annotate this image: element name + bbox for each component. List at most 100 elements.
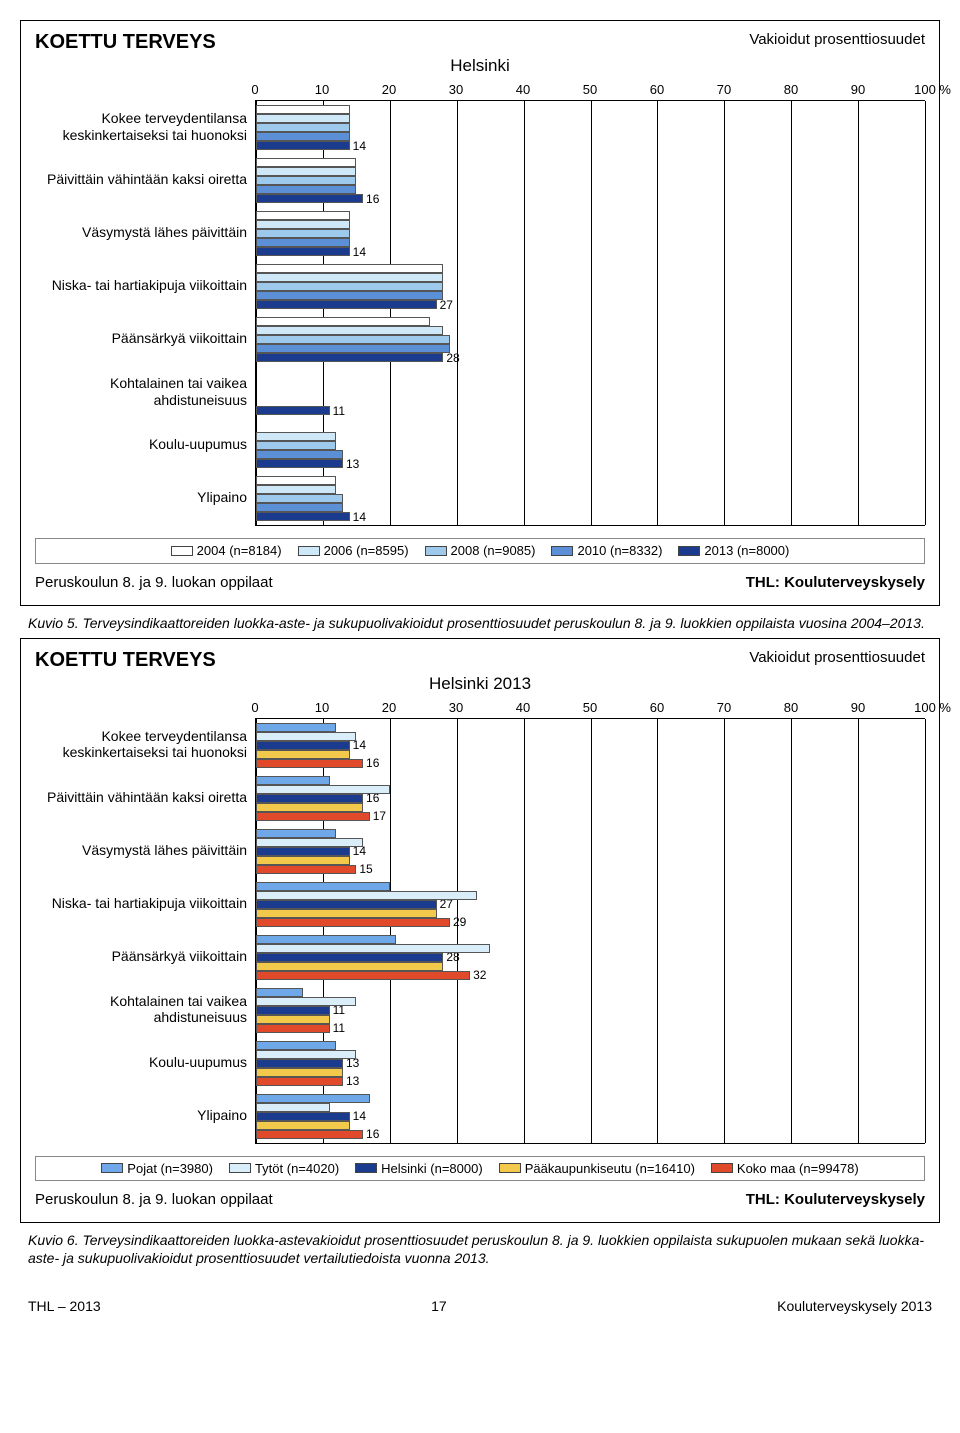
legend-swatch: [171, 546, 193, 556]
bar-row: 28: [256, 353, 925, 362]
bar-group: 14: [256, 101, 925, 154]
bar: [256, 776, 330, 785]
axis-tick: 80: [784, 700, 798, 715]
axis-tick: 30: [449, 700, 463, 715]
category-label: Niska- tai hartiakipuja viikoittain: [35, 259, 255, 312]
bar: [256, 406, 330, 415]
bar: [256, 909, 437, 918]
bar-row: 13: [256, 1059, 925, 1068]
bar-row: [256, 944, 925, 953]
chart-2-title: KOETTU TERVEYS: [35, 649, 216, 672]
bar-group: 14: [256, 472, 925, 525]
legend-item: Tytöt (n=4020): [229, 1161, 339, 1176]
bar: [256, 494, 343, 503]
bar-row: [256, 962, 925, 971]
bar: [256, 141, 350, 150]
legend-swatch: [229, 1163, 251, 1173]
category-label: Päivittäin vähintään kaksi oiretta: [35, 153, 255, 206]
percent-symbol: %: [939, 700, 951, 715]
bar-group: 16: [256, 154, 925, 207]
chart-1-plot: 0102030405060708090100% 1416142728111314: [255, 82, 925, 526]
chart-2: KOETTU TERVEYS Vakioidut prosenttiosuude…: [20, 638, 940, 1224]
legend-label: 2013 (n=8000): [704, 543, 789, 558]
caption-2: Kuvio 6. Terveysindikaattoreiden luokka-…: [28, 1231, 932, 1267]
bar-row: [256, 220, 925, 229]
value-label: 29: [453, 915, 466, 929]
category-label: Väsymystä lähes päivittäin: [35, 824, 255, 877]
bar-row: [256, 282, 925, 291]
bar-group: 1617: [256, 772, 925, 825]
axis-tick: 0: [251, 700, 258, 715]
category-label: Koulu-uupumus: [35, 1036, 255, 1089]
chart-2-bottom: Peruskoulun 8. ja 9. luokan oppilaat THL…: [35, 1191, 925, 1208]
axis-tick: 40: [516, 700, 530, 715]
bar-row: [256, 123, 925, 132]
bar: [256, 829, 336, 838]
chart-2-legend: Pojat (n=3980)Tytöt (n=4020)Helsinki (n=…: [35, 1156, 925, 1182]
axis-tick: 20: [382, 82, 396, 97]
bar: [256, 1006, 330, 1015]
legend-swatch: [425, 546, 447, 556]
bar: [256, 300, 437, 309]
bar-row: [256, 397, 925, 406]
chart-2-bottom-left: Peruskoulun 8. ja 9. luokan oppilaat: [35, 1191, 273, 1208]
bar: [256, 856, 350, 865]
bar: [256, 105, 350, 114]
chart-1-region: Helsinki: [35, 56, 925, 76]
bar: [256, 194, 363, 203]
bar: [256, 1050, 356, 1059]
bar-row: 14: [256, 1112, 925, 1121]
axis-tick: 100: [914, 700, 936, 715]
bar-row: 14: [256, 247, 925, 256]
bar-row: [256, 476, 925, 485]
bar: [256, 123, 350, 132]
bar-row: [256, 185, 925, 194]
bar-row: 15: [256, 865, 925, 874]
bar: [256, 264, 443, 273]
bar-row: 11: [256, 1024, 925, 1033]
legend-item: 2006 (n=8595): [298, 543, 409, 558]
axis-tick: 50: [583, 700, 597, 715]
bar: [256, 1024, 330, 1033]
bar-row: [256, 776, 925, 785]
axis-tick: 0: [251, 82, 258, 97]
bar: [256, 229, 350, 238]
legend-label: Pojat (n=3980): [127, 1161, 213, 1176]
bar: [256, 812, 370, 821]
bar-row: 29: [256, 918, 925, 927]
bar-row: [256, 935, 925, 944]
category-label: Koulu-uupumus: [35, 418, 255, 471]
legend-label: 2004 (n=8184): [197, 543, 282, 558]
chart-2-bars: 14161617141527292832111113131416: [255, 718, 925, 1144]
value-label: 16: [366, 192, 379, 206]
bar: [256, 503, 343, 512]
gridline: [925, 101, 926, 525]
bar-row: [256, 432, 925, 441]
footer-center: 17: [431, 1298, 447, 1314]
legend-item: 2013 (n=8000): [678, 543, 789, 558]
value-label: 16: [366, 756, 379, 770]
bar: [256, 335, 450, 344]
bar-row: [256, 317, 925, 326]
chart-2-axis: 0102030405060708090100%: [255, 700, 925, 718]
legend-swatch: [355, 1163, 377, 1173]
bar-row: [256, 326, 925, 335]
bar: [256, 971, 470, 980]
bar: [256, 132, 350, 141]
value-label: 13: [346, 457, 359, 471]
bar: [256, 158, 356, 167]
chart-1-bottom-right: THL: Kouluterveyskysely: [746, 574, 925, 591]
bar-row: [256, 485, 925, 494]
bar-group: 1313: [256, 1037, 925, 1090]
value-label: 17: [373, 809, 386, 823]
value-label: 14: [353, 510, 366, 524]
legend-label: 2010 (n=8332): [577, 543, 662, 558]
bar: [256, 211, 350, 220]
legend-swatch: [711, 1163, 733, 1173]
bar: [256, 317, 430, 326]
legend-item: Koko maa (n=99478): [711, 1161, 859, 1176]
bar-row: [256, 882, 925, 891]
legend-label: Tytöt (n=4020): [255, 1161, 339, 1176]
page-footer: THL – 2013 17 Kouluterveyskysely 2013: [20, 1298, 940, 1314]
value-label: 16: [366, 1127, 379, 1141]
